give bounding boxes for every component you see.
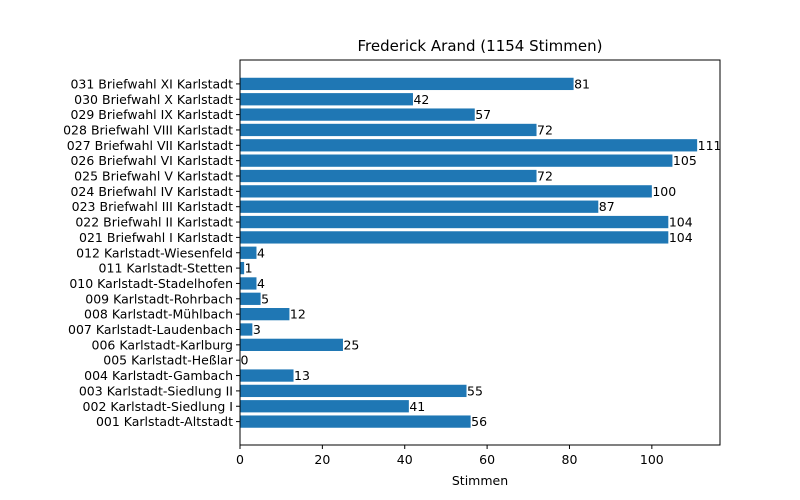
value-label: 12 [290,307,306,322]
category-label: 024 Briefwahl IV Karlstadt [70,184,233,199]
x-tick-label: 0 [236,452,244,467]
category-label: 021 Briefwahl I Karlstadt [79,230,233,245]
value-label: 111 [698,138,722,153]
value-label: 57 [475,107,491,122]
value-label: 55 [467,383,483,398]
category-label: 027 Briefwahl VII Karlstadt [67,138,233,153]
category-label: 002 Karlstadt-Siedlung I [83,399,233,414]
category-label: 007 Karlstadt-Laudenbach [68,322,233,337]
value-label: 87 [599,199,615,214]
bar [240,200,599,213]
x-axis-label: Stimmen [452,473,508,488]
category-label: 022 Briefwahl II Karlstadt [75,215,233,230]
x-axis-ticks-group: 0 20 40 60 80 100 [236,445,664,467]
category-label: 005 Karlstadt-Heßlar [103,353,234,368]
bar [240,93,413,106]
x-tick-label: 20 [314,452,330,467]
category-label: 029 Briefwahl IX Karlstadt [70,107,233,122]
bar [240,139,698,152]
value-label: 0 [241,353,249,368]
value-labels-group: 5641551302531254141041048710072105111725… [241,76,722,429]
category-label: 006 Karlstadt-Karlburg [92,337,233,352]
category-label: 009 Karlstadt-Rohrbach [85,291,233,306]
category-label: 031 Briefwahl XI Karlstadt [70,76,233,91]
category-label: 023 Briefwahl III Karlstadt [72,199,233,214]
bar [240,261,245,275]
bar [240,308,290,321]
category-label: 004 Karlstadt-Gambach [84,368,233,383]
bar [240,154,673,167]
value-label: 4 [257,245,265,260]
x-tick-label: 40 [397,452,413,467]
category-label: 003 Karlstadt-Siedlung II [79,383,233,398]
bar [240,185,652,198]
bar [240,415,471,428]
bar [240,292,261,305]
value-label: 105 [673,153,697,168]
category-label: 001 Karlstadt-Altstadt [96,414,233,429]
chart-title: Frederick Arand (1154 Stimmen) [358,37,603,55]
value-label: 81 [574,76,590,91]
value-label: 56 [471,414,487,429]
bar [240,215,669,229]
value-label: 104 [669,230,693,245]
value-label: 42 [413,92,429,107]
category-label: 026 Briefwahl VI Karlstadt [70,153,233,168]
bar [240,277,257,290]
bar [240,108,475,121]
value-label: 3 [253,322,261,337]
category-label: 008 Karlstadt-Mühlbach [84,307,233,322]
value-label: 72 [537,122,553,137]
bar [240,323,253,336]
x-tick-label: 100 [640,452,664,467]
x-tick-label: 60 [479,452,495,467]
value-label: 72 [537,169,553,184]
bar [240,169,537,183]
bar [240,400,409,413]
bar [240,338,343,351]
value-label: 1 [245,261,253,276]
bar [240,77,574,91]
bars-group [240,77,698,428]
value-label: 13 [294,368,310,383]
value-label: 104 [669,215,693,230]
category-label: 028 Briefwahl VIII Karlstadt [63,122,233,137]
category-label: 011 Karlstadt-Stetten [99,261,233,276]
bar [240,384,467,398]
category-label: 025 Briefwahl V Karlstadt [74,169,233,184]
category-label: 030 Briefwahl X Karlstadt [74,92,233,107]
value-label: 4 [257,276,265,291]
bar [240,246,257,259]
value-label: 5 [261,291,269,306]
x-tick-label: 80 [562,452,578,467]
bar [240,369,294,382]
category-label: 010 Karlstadt-Stadelhofen [69,276,233,291]
bar [240,231,669,244]
value-label: 100 [652,184,676,199]
plot-frame [239,59,721,446]
value-label: 41 [409,399,425,414]
bar [240,123,537,137]
category-label: 012 Karlstadt-Wiesenfeld [76,245,233,260]
value-label: 25 [343,337,359,352]
